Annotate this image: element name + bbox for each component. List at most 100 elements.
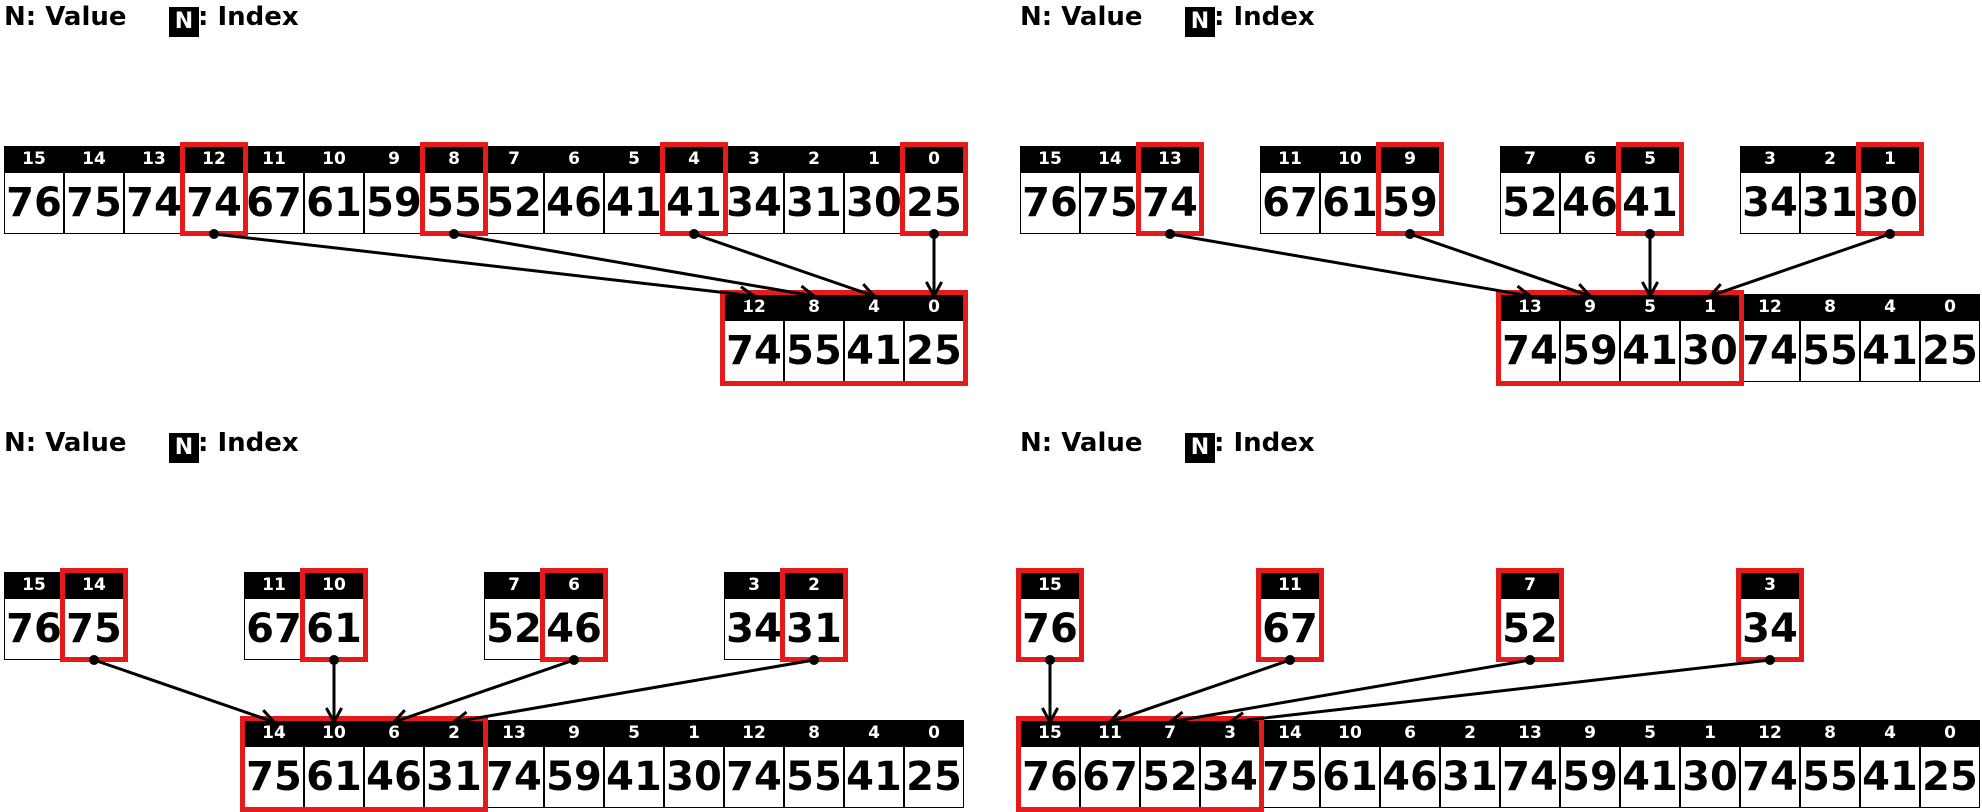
arrow-line bbox=[453, 232, 815, 298]
result-cell: 1 30 bbox=[1680, 720, 1740, 808]
result-cell: 8 55 bbox=[1800, 294, 1860, 382]
arrow bbox=[89, 655, 277, 727]
result-cell: 14 75 bbox=[244, 720, 304, 808]
index-label: 3 bbox=[724, 572, 784, 598]
value-label: 74 bbox=[1740, 746, 1800, 808]
value-label: 52 bbox=[1500, 598, 1560, 660]
result-cell: 4 41 bbox=[1860, 294, 1920, 382]
arrow bbox=[1707, 229, 1895, 301]
source-cell: 3 34 bbox=[1740, 146, 1800, 234]
result-cell: 8 55 bbox=[784, 294, 844, 382]
result-cell: 5 41 bbox=[1620, 720, 1680, 808]
index-label: 0 bbox=[904, 294, 964, 320]
arrow bbox=[1041, 655, 1059, 726]
source-cell: 11 67 bbox=[244, 146, 304, 234]
index-label: 3 bbox=[1740, 146, 1800, 172]
value-label: 34 bbox=[1740, 598, 1800, 660]
value-label: 75 bbox=[64, 172, 124, 234]
legend-index-label: : Index bbox=[198, 2, 299, 32]
value-label: 30 bbox=[1860, 172, 1920, 234]
index-label: 15 bbox=[1020, 720, 1080, 746]
result-cell: 6 46 bbox=[364, 720, 424, 808]
value-label: 31 bbox=[1800, 172, 1860, 234]
arrow-line bbox=[1409, 232, 1591, 298]
index-label: 9 bbox=[1380, 146, 1440, 172]
index-label: 1 bbox=[1680, 720, 1740, 746]
value-label: 59 bbox=[1560, 320, 1620, 382]
value-label: 74 bbox=[184, 172, 244, 234]
index-label: 10 bbox=[1320, 146, 1380, 172]
index-label: 14 bbox=[244, 720, 304, 746]
arrow-line bbox=[93, 658, 275, 724]
value-label: 76 bbox=[1020, 746, 1080, 808]
value-label: 41 bbox=[1860, 320, 1920, 382]
value-label: 41 bbox=[604, 746, 664, 808]
index-label: 6 bbox=[544, 146, 604, 172]
source-cell: 0 25 bbox=[904, 146, 964, 234]
index-label: 8 bbox=[784, 720, 844, 746]
index-label: 4 bbox=[664, 146, 724, 172]
result-cell: 5 41 bbox=[604, 720, 664, 808]
arrow-line bbox=[1169, 658, 1531, 724]
source-cell: 3 34 bbox=[724, 572, 784, 660]
value-label: 46 bbox=[544, 172, 604, 234]
value-label: 30 bbox=[664, 746, 724, 808]
value-label: 67 bbox=[1080, 746, 1140, 808]
result-cell: 14 75 bbox=[1260, 720, 1320, 808]
value-label: 75 bbox=[64, 598, 124, 660]
result-cell: 11 67 bbox=[1080, 720, 1140, 808]
source-cell: 7 52 bbox=[1500, 572, 1560, 660]
value-label: 31 bbox=[784, 172, 844, 234]
source-cell: 6 46 bbox=[1560, 146, 1620, 234]
index-label: 9 bbox=[1560, 720, 1620, 746]
value-label: 30 bbox=[1680, 320, 1740, 382]
result-cell: 1 30 bbox=[1680, 294, 1740, 382]
index-label: 0 bbox=[1920, 720, 1980, 746]
source-cell: 10 61 bbox=[304, 572, 364, 660]
index-label: 13 bbox=[484, 720, 544, 746]
index-label: 14 bbox=[64, 146, 124, 172]
index-label: 15 bbox=[1020, 146, 1080, 172]
value-label: 30 bbox=[1680, 746, 1740, 808]
source-cell: 1 30 bbox=[1860, 146, 1920, 234]
value-label: 59 bbox=[1380, 172, 1440, 234]
value-label: 61 bbox=[1320, 746, 1380, 808]
result-cell: 12 74 bbox=[724, 294, 784, 382]
index-label: 11 bbox=[1260, 146, 1320, 172]
result-cell: 0 25 bbox=[1920, 720, 1980, 808]
value-label: 74 bbox=[724, 320, 784, 382]
arrow-line bbox=[693, 232, 875, 298]
index-label: 2 bbox=[784, 146, 844, 172]
value-label: 46 bbox=[1380, 746, 1440, 808]
value-label: 25 bbox=[904, 172, 964, 234]
value-label: 52 bbox=[484, 598, 544, 660]
value-label: 41 bbox=[664, 172, 724, 234]
result-cell: 7 52 bbox=[1140, 720, 1200, 808]
value-label: 41 bbox=[844, 746, 904, 808]
source-cell: 14 75 bbox=[1080, 146, 1140, 234]
result-cell: 9 59 bbox=[1560, 720, 1620, 808]
value-label: 76 bbox=[1020, 598, 1080, 660]
index-label: 11 bbox=[244, 572, 304, 598]
legend-value-label: N: Value bbox=[1020, 2, 1143, 32]
result-cell: 10 61 bbox=[304, 720, 364, 808]
source-cell: 15 76 bbox=[1020, 146, 1080, 234]
source-cell: 11 67 bbox=[244, 572, 304, 660]
arrow bbox=[1165, 229, 1534, 303]
arrow bbox=[689, 229, 877, 301]
result-cell: 8 55 bbox=[784, 720, 844, 808]
value-label: 74 bbox=[724, 746, 784, 808]
index-label: 11 bbox=[1260, 572, 1320, 598]
index-label: 2 bbox=[1440, 720, 1500, 746]
result-cell: 5 41 bbox=[1620, 294, 1680, 382]
value-label: 41 bbox=[1620, 746, 1680, 808]
source-cell: 1 30 bbox=[844, 146, 904, 234]
index-label: 7 bbox=[484, 572, 544, 598]
value-label: 46 bbox=[1560, 172, 1620, 234]
index-label: 8 bbox=[784, 294, 844, 320]
value-label: 61 bbox=[304, 746, 364, 808]
value-label: 74 bbox=[1500, 746, 1560, 808]
source-cell: 14 75 bbox=[64, 146, 124, 234]
value-label: 34 bbox=[1200, 746, 1260, 808]
